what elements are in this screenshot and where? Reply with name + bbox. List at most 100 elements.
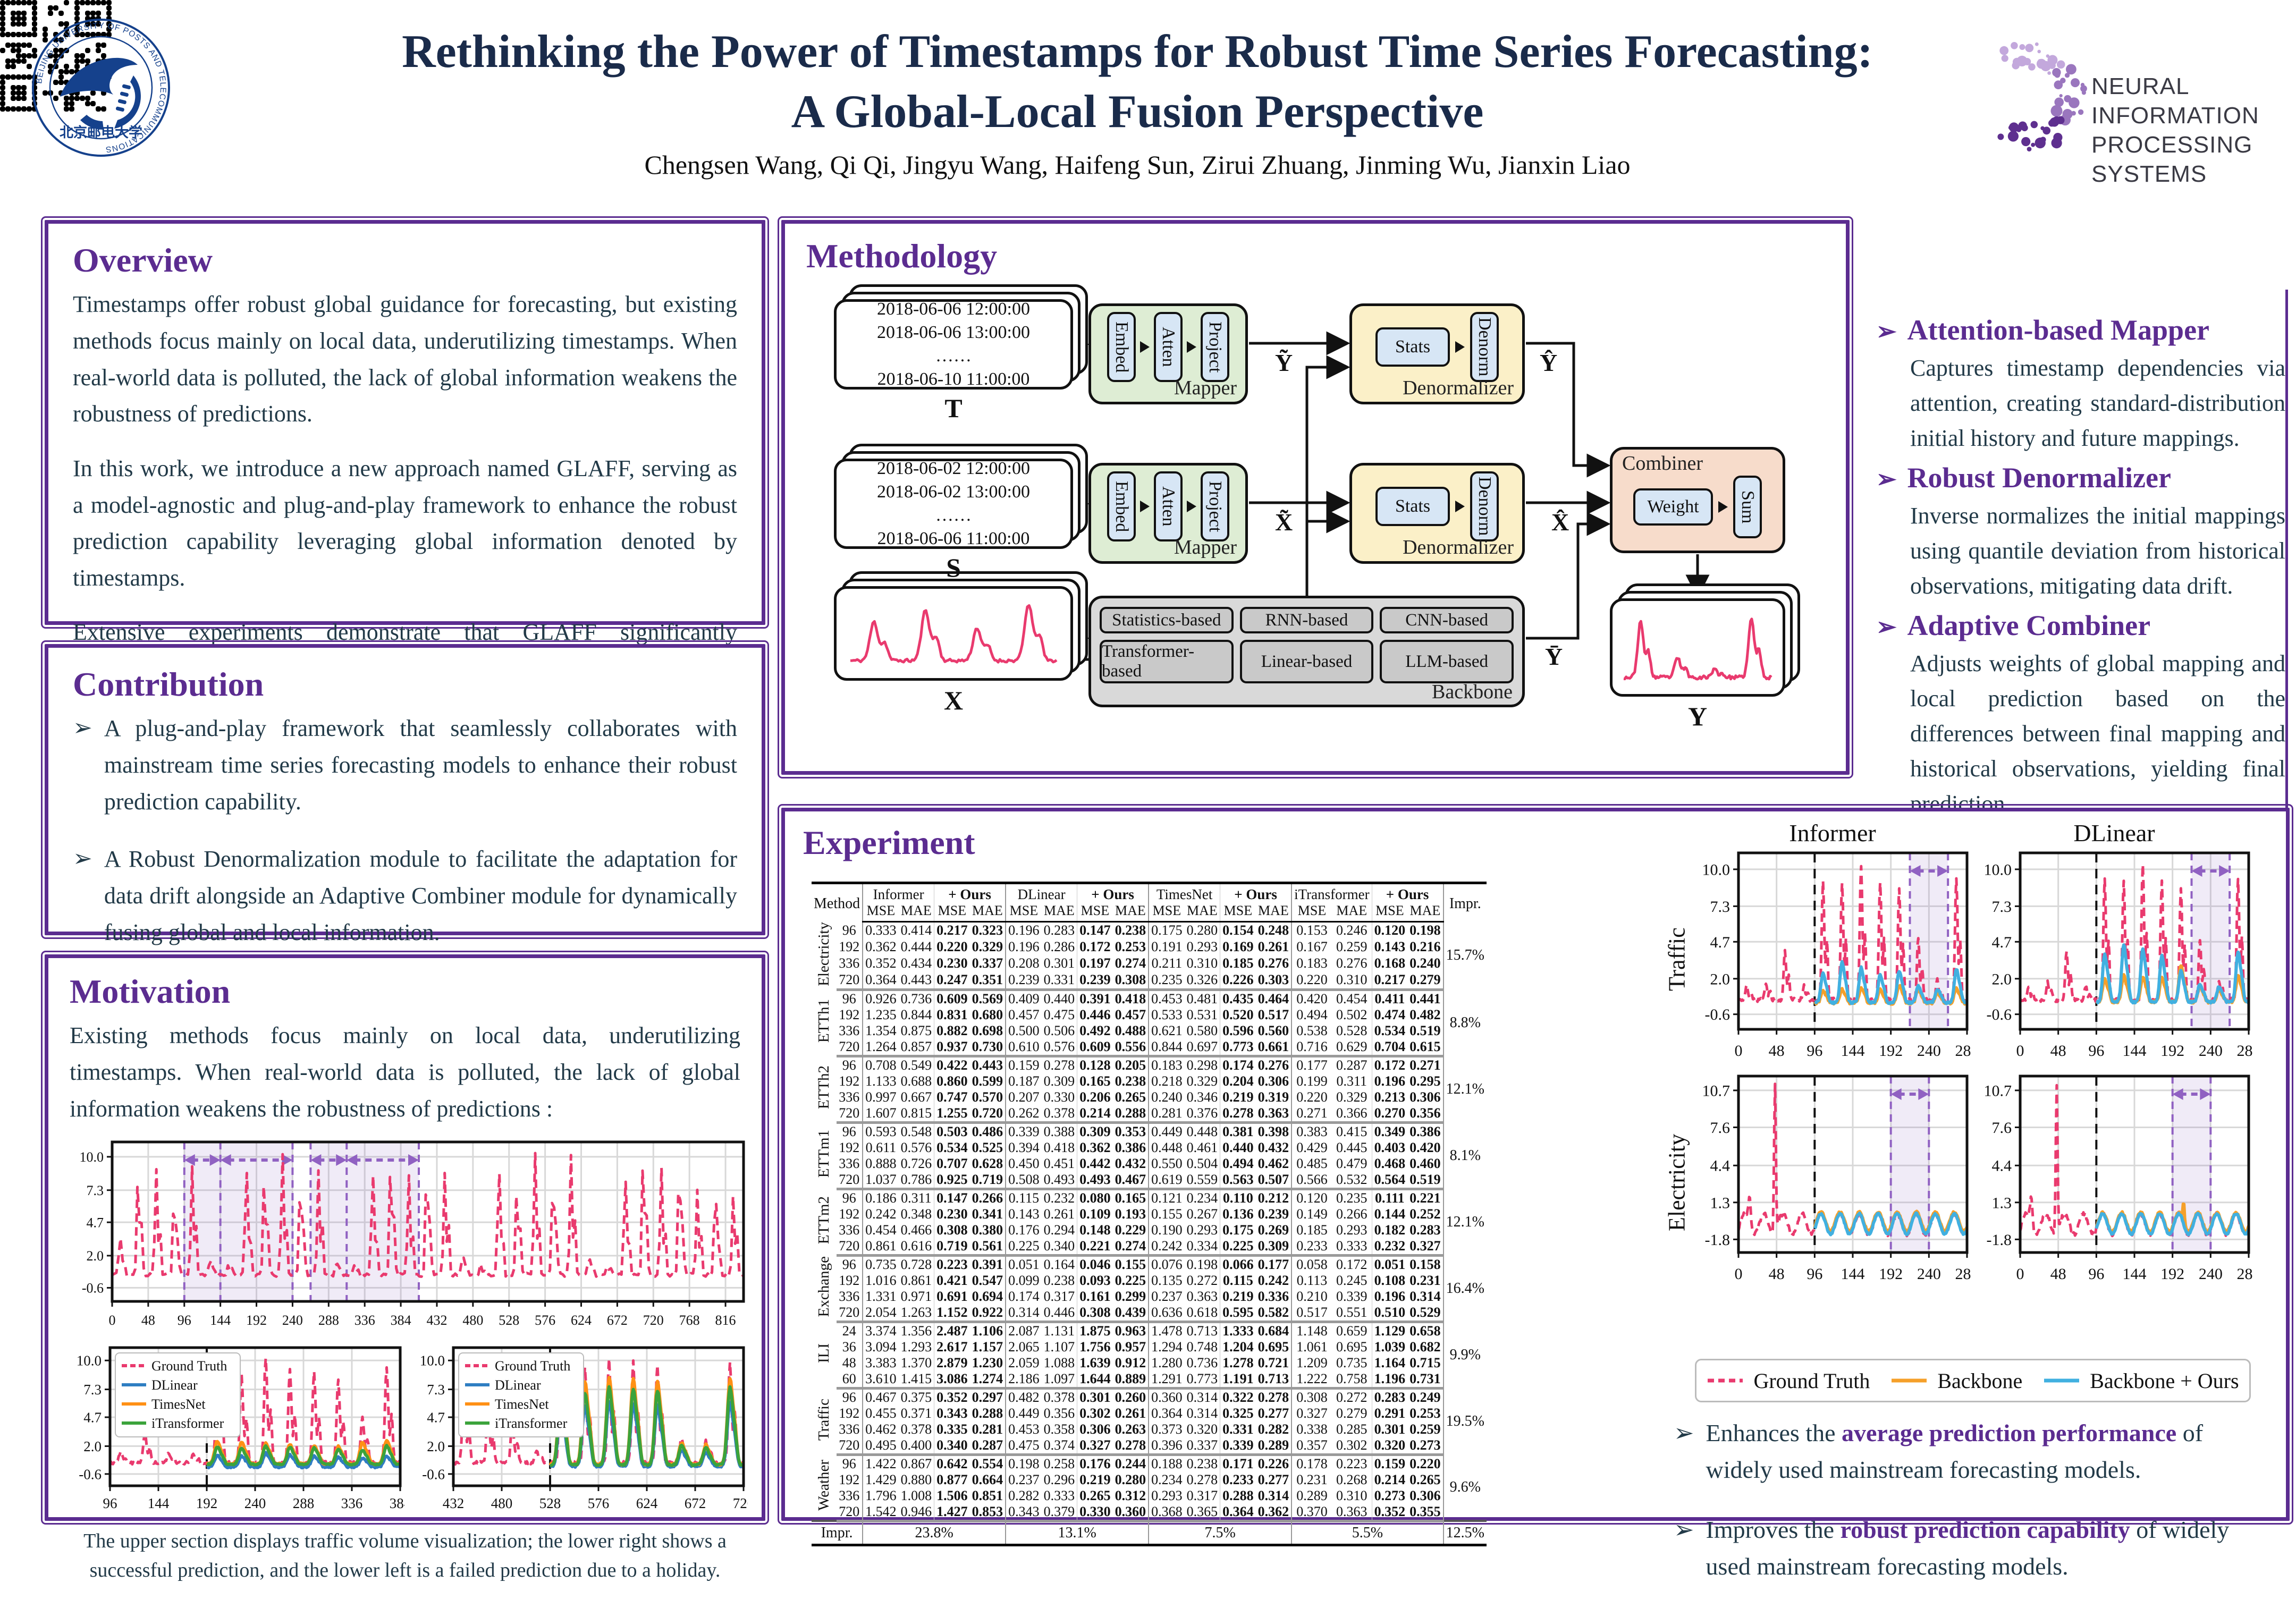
label-Y-hat: Ŷ [1540, 349, 1558, 376]
svg-text:-0.6: -0.6 [1987, 1006, 2012, 1023]
experiment-heading: Experiment [803, 824, 975, 861]
svg-text:528: 528 [539, 1495, 561, 1511]
contribution-panel: Contribution ➢ A plug-and-play framework… [41, 640, 769, 945]
dataset-label: ETTm2 [815, 1196, 832, 1245]
takeaway-suffix: of widely used mainstream forecasting mo… [1706, 1419, 2204, 1483]
svg-text:2.0: 2.0 [427, 1438, 445, 1454]
legend-item: Ground Truth [1707, 1368, 1870, 1393]
svg-text:2.0: 2.0 [1992, 970, 2012, 988]
svg-text:624: 624 [571, 1313, 592, 1328]
dataset-label: Traffic [815, 1398, 832, 1441]
denorm-block: Denorm [1470, 312, 1499, 382]
svg-text:7.3: 7.3 [87, 1183, 104, 1198]
backbone-statistics-based: Statistics-based [1100, 607, 1234, 633]
table-row: 720 1.607 0.815 1.255 0.720 0.262 0.378 0.214 0.… [812, 1105, 1487, 1124]
timestamp-line: 2018-06-06 11:00:00 [877, 529, 1030, 549]
timestamp-line: 2018-06-02 13:00:00 [876, 481, 1031, 502]
denormalizer-box: Stats Denorm Denormalizer [1349, 463, 1525, 564]
table-row: 720 0.495 0.400 0.340 0.287 0.475 0.374 0.327 0.… [812, 1437, 1487, 1456]
legend-label: Backbone [1937, 1368, 2023, 1393]
svg-text:4.4: 4.4 [1710, 1157, 1731, 1175]
arrow-bullet-icon: ➢ [1876, 318, 1897, 345]
svg-text:384: 384 [391, 1313, 411, 1328]
contribution-bullet: A plug-and-play framework that seamlessl… [104, 715, 737, 815]
poster-header: BEIJING UNIVERSITY OF POSTS AND TELECOMM… [0, 0, 2296, 213]
svg-text:240: 240 [1917, 1042, 1941, 1060]
stats-block: Stats [1375, 487, 1450, 526]
svg-text:1.3: 1.3 [1710, 1194, 1731, 1212]
mapper-project-block: Project [1201, 471, 1229, 541]
table-row: 720 1.264 0.857 0.937 0.730 0.610 0.576 0.609 0.… [812, 1038, 1487, 1057]
svg-text:-1.8: -1.8 [1705, 1231, 1731, 1249]
label-T: T [944, 393, 963, 423]
arrow-bullet-icon: ➢ [73, 715, 92, 741]
motivation-intro: Existing methods focus mainly on local d… [70, 1022, 740, 1122]
experiment-chart-exp_inf_traffic: 10.0 7.3 4.7 2.0 -0.6 0 48 96 144 192 240 288 [1692, 848, 1979, 1071]
svg-text:672: 672 [685, 1495, 706, 1511]
label-X-tilde: X̃ [1275, 509, 1293, 536]
svg-text:iTransformer: iTransformer [151, 1416, 224, 1431]
experiment-charts: Informer DLinear Traffic 10.0 7.3 4.7 2.0 -0.6 0… [1662, 819, 2263, 1356]
table-row: 336 0.454 0.466 0.308 0.380 0.176 0.294 0.148 0.… [839, 1222, 1441, 1238]
svg-text:10.7: 10.7 [1984, 1082, 2012, 1099]
label-X: X [943, 685, 964, 715]
improvement-value: 8.1% [1442, 1122, 1487, 1189]
takeaway-prefix: Enhances the [1706, 1419, 1842, 1446]
timestamp-line: …… [935, 505, 972, 525]
svg-text:96: 96 [1807, 1042, 1822, 1060]
svg-text:1.3: 1.3 [1992, 1194, 2012, 1212]
svg-text:576: 576 [588, 1495, 610, 1511]
poster-title-line2: A Global-Local Fusion Perspective [791, 86, 1484, 138]
svg-text:288: 288 [2237, 1265, 2253, 1283]
motivation-successful-prediction-chart: 10.0 7.3 4.7 2.0 -0.6 432 480 528 576 624 672 720 Gr… [413, 1342, 754, 1524]
neurips-logo-swirl [1966, 32, 2094, 165]
svg-text:0: 0 [2016, 1042, 2024, 1060]
svg-text:0: 0 [1735, 1042, 1743, 1060]
dataset-label: Weather [815, 1460, 832, 1511]
svg-text:624: 624 [636, 1495, 658, 1511]
takeaway-highlight: average prediction performance [1842, 1419, 2177, 1446]
svg-text:192: 192 [1879, 1265, 1903, 1283]
poster-authors: Chengsen Wang, Qi Qi, Jingyu Wang, Haife… [644, 150, 1631, 180]
feature-heading: Robust Denormalizer [1907, 462, 2171, 494]
table-row: 720 1.542 0.946 1.427 0.853 0.343 0.379 0.330 0.… [812, 1503, 1487, 1522]
svg-text:96: 96 [1807, 1265, 1822, 1283]
svg-text:432: 432 [426, 1313, 447, 1328]
table-row: Traffic 96 0.467 0.375 0.352 0.297 0.482 0.378 0… [812, 1388, 1487, 1455]
improvement-value: 9.6% [1442, 1454, 1487, 1521]
table-row: 192 1.016 0.861 0.421 0.547 0.099 0.238 0.093 0.… [839, 1272, 1441, 1289]
svg-text:96: 96 [103, 1495, 117, 1511]
table-row: 336 1.331 0.971 0.691 0.694 0.174 0.317 0.161 0.… [839, 1288, 1441, 1305]
svg-text:144: 144 [1841, 1265, 1865, 1283]
svg-text:4.4: 4.4 [1992, 1157, 2012, 1175]
takeaway-prefix: Improves the [1706, 1516, 1841, 1543]
poster-title-line1: Rethinking the Power of Timestamps for R… [402, 26, 1873, 78]
arrow-bullet-icon: ➢ [1876, 613, 1897, 640]
improvement-value: 12.1% [1442, 1189, 1487, 1256]
svg-text:0: 0 [2016, 1265, 2024, 1283]
svg-text:0: 0 [1735, 1265, 1743, 1283]
svg-text:192: 192 [246, 1313, 267, 1328]
feature-body: Adjusts weights of global mapping and lo… [1910, 650, 2285, 817]
svg-text:336: 336 [354, 1313, 375, 1328]
table-row: ETTh2 96 0.708 0.549 0.422 0.443 0.159 0.278 0.1… [812, 1056, 1487, 1123]
improvement-value: 15.7% [1442, 921, 1487, 990]
svg-text:240: 240 [244, 1495, 266, 1511]
feature-body: Captures timestamp dependencies via atte… [1910, 355, 2285, 451]
experiment-chart-exp_inf_elec: 10.7 7.6 4.4 1.3 -1.80 48 96 144 192 240 288 [1692, 1071, 1979, 1294]
svg-text:144: 144 [2123, 1265, 2147, 1283]
svg-text:TimesNet: TimesNet [151, 1397, 206, 1412]
backbone-transformer-based: Transformer-based [1100, 640, 1234, 683]
arrow-bullet-icon: ➢ [1674, 1516, 1694, 1543]
glaff-architecture-diagram: 2018-06-06 12:00:00 2018-06-06 13:00:00 ……… [797, 284, 1833, 760]
svg-text:192: 192 [2160, 1042, 2184, 1060]
experiment-results-table: Method Informer + Ours DLinear + Ours TimesNe… [812, 882, 1646, 1546]
overview-paragraph: Timestamps offer robust global guidance … [73, 291, 737, 427]
improvement-value: 8.8% [1442, 989, 1487, 1056]
svg-text:144: 144 [2123, 1042, 2147, 1060]
table-row: 720 1.037 0.786 0.925 0.719 0.508 0.493 0.493 0.… [812, 1171, 1487, 1190]
table-row: 720 0.364 0.443 0.247 0.351 0.239 0.331 0.239 0.… [812, 971, 1487, 991]
svg-text:7.6: 7.6 [1992, 1119, 2012, 1137]
backbone-linear-based: Linear-based [1239, 640, 1374, 683]
backbone-llm-based: LLM-based [1380, 640, 1514, 683]
